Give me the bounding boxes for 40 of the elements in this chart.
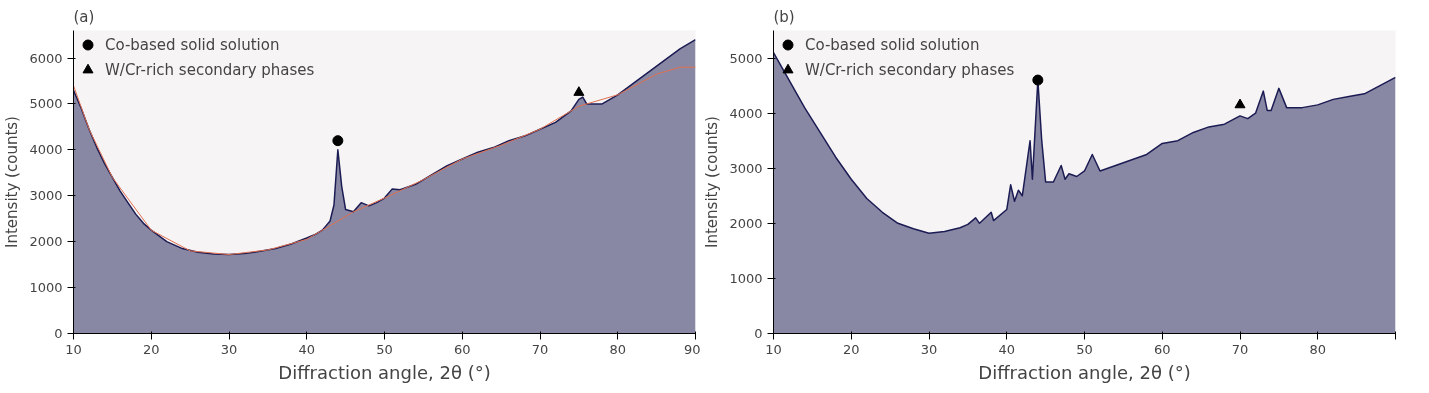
x-tick-label: 40 bbox=[998, 341, 1016, 357]
x-tick-label: 60 bbox=[1153, 341, 1171, 357]
y-tick-label: 1000 bbox=[29, 280, 63, 296]
x-tick-label: 30 bbox=[220, 341, 238, 357]
x-tick-label: 60 bbox=[453, 341, 471, 357]
legend-label: W/Cr-rich secondary phases bbox=[105, 60, 315, 79]
y-tick-label: 3000 bbox=[729, 160, 763, 176]
y-tick-label: 6000 bbox=[29, 50, 63, 66]
x-axis-title: Diffraction angle, 2θ (°) bbox=[978, 361, 1191, 383]
y-tick-label: 5000 bbox=[29, 96, 63, 112]
chart-title: (a) bbox=[73, 7, 95, 26]
x-tick-label: 80 bbox=[609, 341, 627, 357]
y-tick-label: 3000 bbox=[29, 188, 63, 204]
y-tick-label: 4000 bbox=[729, 105, 763, 121]
x-tick-label: 70 bbox=[1231, 341, 1249, 357]
x-tick-label: 80 bbox=[1309, 341, 1327, 357]
y-tick-label: 1000 bbox=[729, 270, 763, 286]
x-tick-label: 50 bbox=[1076, 341, 1093, 357]
y-tick-label: 5000 bbox=[729, 50, 763, 66]
x-tick-label: 30 bbox=[920, 341, 938, 357]
legend-label: W/Cr-rich secondary phases bbox=[805, 60, 1015, 79]
y-tick-label: 0 bbox=[54, 326, 63, 341]
x-tick-label: 50 bbox=[376, 341, 393, 357]
chart-title: (b) bbox=[773, 7, 795, 26]
x-tick-label: 70 bbox=[531, 341, 549, 357]
y-axis-title: Intensity (counts) bbox=[3, 116, 22, 248]
x-tick-label: 90 bbox=[683, 341, 701, 357]
y-tick-label: 2000 bbox=[729, 215, 763, 231]
y-axis-title: Intensity (counts) bbox=[703, 116, 722, 248]
x-tick-label: 20 bbox=[142, 341, 160, 357]
y-tick-label: 2000 bbox=[29, 234, 63, 250]
legend-label: Co-based solid solution bbox=[105, 35, 280, 54]
x-tick-label: 10 bbox=[765, 341, 782, 357]
x-tick-label: 10 bbox=[65, 341, 82, 357]
x-tick-label: 40 bbox=[298, 341, 316, 357]
y-tick-label: 4000 bbox=[29, 142, 63, 158]
y-tick-label: 0 bbox=[754, 326, 763, 341]
x-axis-title: Diffraction angle, 2θ (°) bbox=[278, 361, 491, 383]
legend-label: Co-based solid solution bbox=[805, 35, 980, 54]
x-tick-label: 20 bbox=[842, 341, 860, 357]
